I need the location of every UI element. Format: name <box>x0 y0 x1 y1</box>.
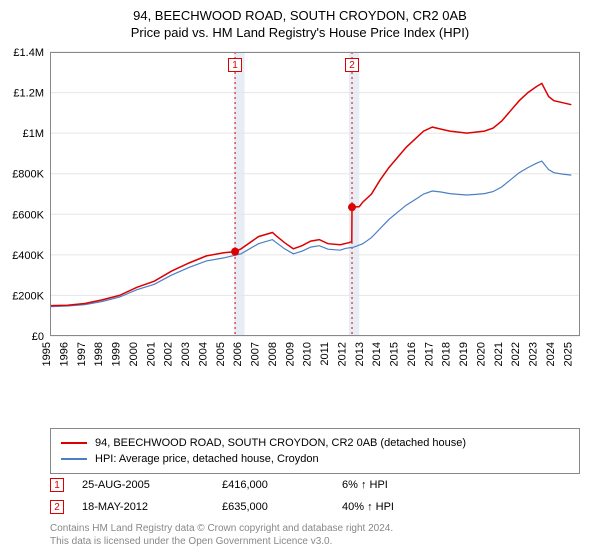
svg-text:2002: 2002 <box>163 342 175 366</box>
svg-text:2006: 2006 <box>232 342 244 366</box>
sale-hpi: 40% ↑ HPI <box>342 501 462 513</box>
svg-text:2000: 2000 <box>128 342 140 366</box>
legend: 94, BEECHWOOD ROAD, SOUTH CROYDON, CR2 0… <box>50 428 580 474</box>
svg-text:2025: 2025 <box>562 342 574 366</box>
svg-text:2019: 2019 <box>458 342 470 366</box>
svg-text:2008: 2008 <box>267 342 279 366</box>
legend-label: HPI: Average price, detached house, Croy… <box>95 453 319 465</box>
svg-text:2011: 2011 <box>319 342 331 366</box>
svg-text:£0: £0 <box>32 331 44 343</box>
svg-text:1999: 1999 <box>111 342 123 366</box>
svg-text:2007: 2007 <box>250 342 262 366</box>
sale-date: 18-MAY-2012 <box>82 501 222 513</box>
svg-text:2021: 2021 <box>493 342 505 366</box>
sale-badge: 1 <box>50 478 64 492</box>
footer-line: This data is licensed under the Open Gov… <box>50 535 393 548</box>
svg-text:2016: 2016 <box>406 342 418 366</box>
svg-text:2017: 2017 <box>423 342 435 366</box>
chart-plot-area: £0£200K£400K£600K£800K£1M£1.2M£1.4M19951… <box>50 52 580 382</box>
svg-text:1997: 1997 <box>76 342 88 366</box>
svg-text:2003: 2003 <box>180 342 192 366</box>
legend-label: 94, BEECHWOOD ROAD, SOUTH CROYDON, CR2 0… <box>95 437 466 449</box>
chart-title: 94, BEECHWOOD ROAD, SOUTH CROYDON, CR2 0… <box>0 0 600 25</box>
svg-text:1996: 1996 <box>58 342 70 366</box>
svg-text:1995: 1995 <box>41 342 53 366</box>
chart-marker-badge: 2 <box>345 58 359 72</box>
svg-text:2024: 2024 <box>545 342 557 366</box>
chart-container: 94, BEECHWOOD ROAD, SOUTH CROYDON, CR2 0… <box>0 0 600 560</box>
legend-swatch <box>61 458 87 460</box>
sale-badge: 2 <box>50 500 64 514</box>
legend-item: 94, BEECHWOOD ROAD, SOUTH CROYDON, CR2 0… <box>61 435 569 451</box>
svg-text:2014: 2014 <box>371 342 383 366</box>
svg-text:2020: 2020 <box>475 342 487 366</box>
svg-text:2022: 2022 <box>510 342 522 366</box>
svg-text:£800K: £800K <box>12 169 44 181</box>
svg-text:£1.4M: £1.4M <box>13 47 44 59</box>
svg-text:£600K: £600K <box>12 209 44 221</box>
svg-text:2015: 2015 <box>389 342 401 366</box>
svg-text:£1M: £1M <box>23 128 44 140</box>
sale-row: 1 25-AUG-2005 £416,000 6% ↑ HPI <box>50 474 580 496</box>
chart-marker-badge: 1 <box>228 58 242 72</box>
footer-line: Contains HM Land Registry data © Crown c… <box>50 522 393 535</box>
sales-table: 1 25-AUG-2005 £416,000 6% ↑ HPI 2 18-MAY… <box>50 474 580 518</box>
sale-price: £416,000 <box>222 479 342 491</box>
svg-text:2001: 2001 <box>145 342 157 366</box>
svg-text:2023: 2023 <box>528 342 540 366</box>
svg-text:2013: 2013 <box>354 342 366 366</box>
sale-date: 25-AUG-2005 <box>82 479 222 491</box>
svg-text:1998: 1998 <box>93 342 105 366</box>
svg-text:2009: 2009 <box>284 342 296 366</box>
svg-text:2005: 2005 <box>215 342 227 366</box>
sale-row: 2 18-MAY-2012 £635,000 40% ↑ HPI <box>50 496 580 518</box>
legend-swatch <box>61 442 87 444</box>
svg-text:2012: 2012 <box>336 342 348 366</box>
svg-text:2010: 2010 <box>302 342 314 366</box>
legend-item: HPI: Average price, detached house, Croy… <box>61 451 569 467</box>
svg-text:2004: 2004 <box>197 342 209 366</box>
chart-subtitle: Price paid vs. HM Land Registry's House … <box>0 25 600 44</box>
svg-text:£1.2M: £1.2M <box>13 88 44 100</box>
svg-text:£200K: £200K <box>12 290 44 302</box>
sale-hpi: 6% ↑ HPI <box>342 479 462 491</box>
svg-text:£400K: £400K <box>12 250 44 262</box>
sale-price: £635,000 <box>222 501 342 513</box>
svg-text:2018: 2018 <box>441 342 453 366</box>
footer: Contains HM Land Registry data © Crown c… <box>50 522 393 548</box>
